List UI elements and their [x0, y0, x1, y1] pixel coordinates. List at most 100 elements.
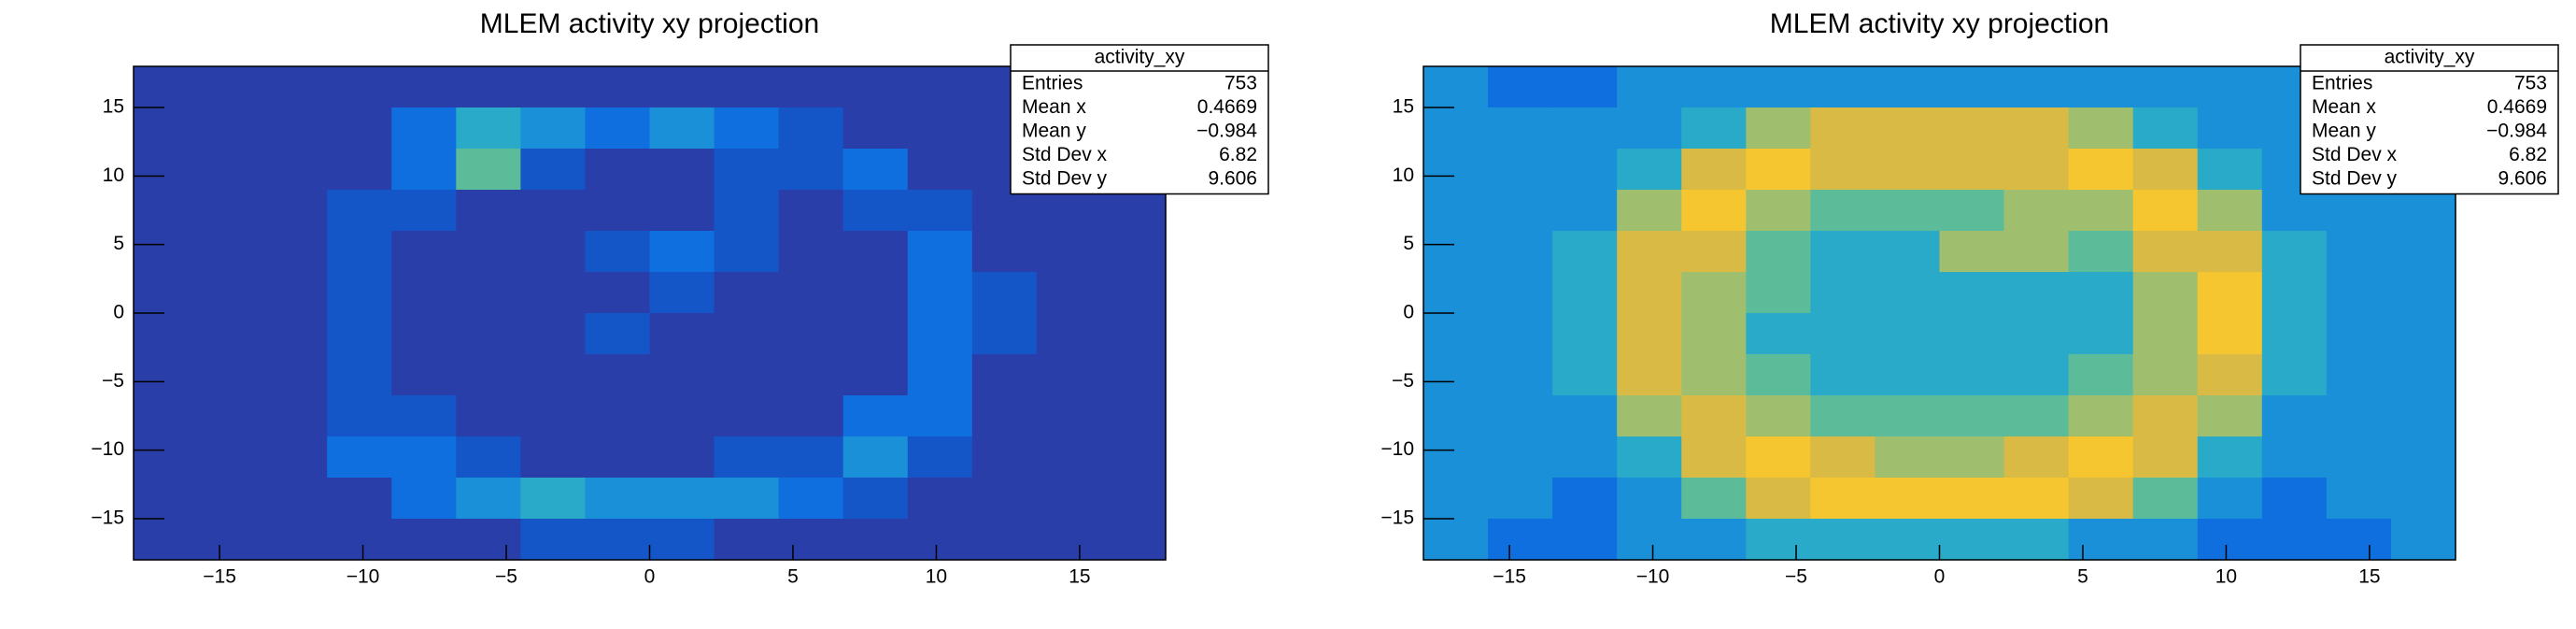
heat-cell	[1488, 478, 1553, 520]
heat-cell	[134, 519, 199, 561]
heat-cell	[907, 478, 973, 520]
heat-cell	[2003, 436, 2070, 479]
heat-cell	[2132, 190, 2199, 232]
heat-cell	[262, 519, 328, 561]
heat-cell	[2326, 354, 2392, 396]
heat-cell	[1423, 107, 1489, 150]
heat-cell	[2003, 149, 2070, 191]
stats-title: activity_xy	[1095, 47, 1185, 68]
heat-cell	[2132, 66, 2199, 108]
y-tick-label: 5	[113, 233, 124, 254]
heat-cell	[971, 272, 1038, 314]
heat-cell	[1617, 272, 1682, 314]
heat-cell	[262, 149, 328, 191]
heat-cell	[1617, 149, 1682, 191]
heat-cell	[327, 149, 392, 191]
heat-cell	[1423, 519, 1489, 561]
heat-cell	[1488, 272, 1553, 314]
heat-cell	[2390, 436, 2456, 479]
heat-cell	[327, 272, 392, 314]
heat-cell	[971, 478, 1038, 520]
heat-cell	[649, 107, 715, 150]
stats-name: Std Dev x	[2312, 144, 2398, 165]
heat-cell	[842, 66, 909, 108]
heat-cell	[1810, 519, 1876, 561]
heat-cell	[456, 149, 521, 191]
x-tick-label: 10	[2215, 566, 2237, 588]
heat-cell	[1875, 149, 1941, 191]
stats-box	[2300, 44, 2559, 195]
heat-cell	[1681, 436, 1747, 479]
heat-cell	[1939, 66, 2005, 108]
heat-cell	[2390, 478, 2456, 520]
heat-cell	[456, 436, 521, 479]
heat-cell	[1746, 313, 1811, 355]
heat-cell	[1617, 107, 1682, 150]
heat-cell	[842, 231, 909, 273]
y-tick-label: 0	[1403, 302, 1414, 323]
heat-cell	[971, 354, 1038, 396]
heat-cell	[262, 436, 328, 479]
heat-cell	[907, 149, 973, 191]
heat-cell	[1552, 272, 1618, 314]
stats-box	[1010, 44, 1269, 195]
heat-cell	[2326, 519, 2392, 561]
heat-cell	[778, 478, 844, 520]
heat-cell	[2326, 313, 2392, 355]
y-tick-label: 10	[103, 164, 124, 186]
heat-cell	[456, 478, 521, 520]
y-tick-label: 15	[1393, 96, 1414, 118]
heat-cell	[1552, 313, 1618, 355]
heat-cell	[1681, 149, 1747, 191]
heat-cell	[1617, 313, 1682, 355]
heat-cell	[456, 66, 521, 108]
heat-cell	[327, 231, 392, 273]
heat-cell	[971, 436, 1038, 479]
heat-cell	[327, 478, 392, 520]
heat-cell	[714, 149, 780, 191]
heat-cell	[1552, 436, 1618, 479]
heat-cell	[327, 107, 392, 150]
heat-cell	[198, 272, 263, 314]
heat-cell	[1939, 272, 2005, 314]
heat-cell	[2068, 107, 2134, 150]
heat-cell	[327, 66, 392, 108]
heat-cell	[778, 66, 844, 108]
heat-cell	[649, 519, 715, 561]
heat-cell	[842, 478, 909, 520]
heat-cell	[1100, 478, 1167, 520]
heat-cell	[520, 313, 587, 355]
heat-cell	[456, 107, 521, 150]
x-tick-label: 15	[2358, 566, 2380, 588]
heat-cell	[262, 66, 328, 108]
heat-cell	[1552, 107, 1618, 150]
heat-cell	[907, 519, 973, 561]
heat-cell	[2132, 519, 2199, 561]
heat-cell	[842, 272, 909, 314]
heat-cell	[1875, 354, 1941, 396]
heat-cell	[391, 231, 457, 273]
heat-cell	[198, 395, 263, 437]
stats-value: 6.82	[2509, 144, 2547, 165]
stats-name: Mean x	[2312, 96, 2376, 118]
heat-cell	[1100, 436, 1167, 479]
heat-cell	[649, 313, 715, 355]
heat-cell	[714, 354, 780, 396]
heat-cell	[2132, 354, 2199, 396]
heat-cell	[2003, 66, 2070, 108]
heat-cell	[1875, 519, 1941, 561]
heat-cell	[1036, 231, 1102, 273]
heat-cell	[842, 395, 909, 437]
heat-cell	[1810, 313, 1876, 355]
heat-cell	[327, 190, 392, 232]
heat-cell	[134, 354, 199, 396]
heat-cell	[520, 519, 587, 561]
heat-cell	[134, 190, 199, 232]
heat-cell	[1810, 395, 1876, 437]
heat-cell	[649, 190, 715, 232]
stats-value: 6.82	[1219, 144, 1257, 165]
heat-cell	[907, 66, 973, 108]
stats-name: Mean y	[2312, 120, 2376, 141]
heat-cell	[456, 354, 521, 396]
heat-cell	[1939, 313, 2005, 355]
